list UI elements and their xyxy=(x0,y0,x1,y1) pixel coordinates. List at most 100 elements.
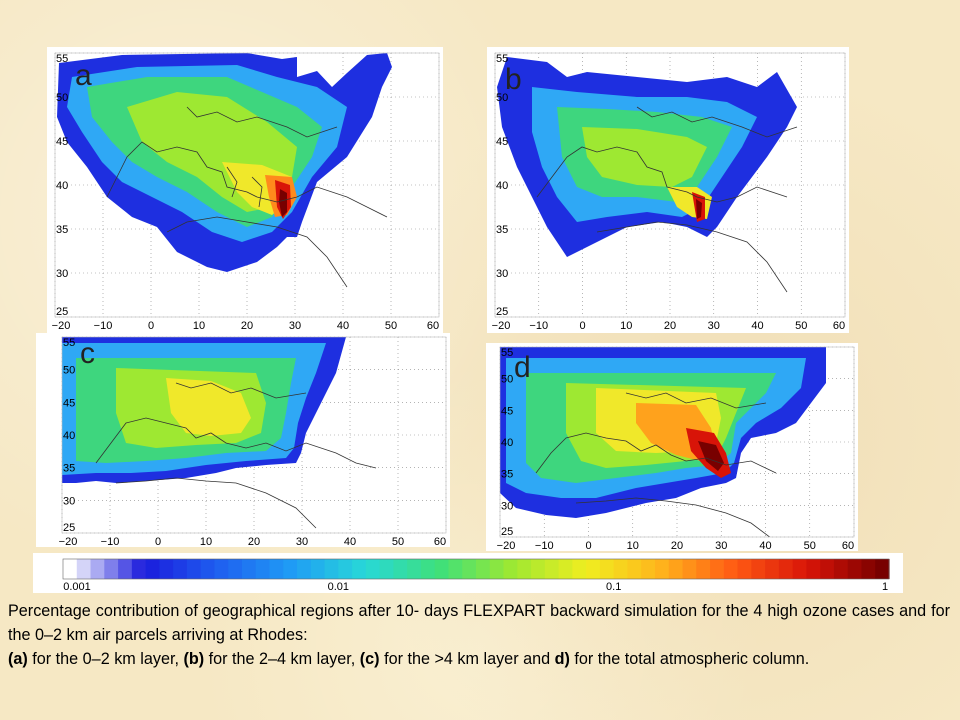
x-tick-label: −20 xyxy=(492,320,511,332)
y-tick-label: 35 xyxy=(63,463,75,475)
x-tick-label: 20 xyxy=(241,320,253,332)
x-tick-label: 20 xyxy=(664,320,676,332)
colorbar-cell xyxy=(586,559,601,579)
colorbar-cell xyxy=(338,559,353,579)
colorbar: 0.001 0.01 0.1 1 xyxy=(33,553,903,593)
x-tick-label: 50 xyxy=(392,536,404,547)
plume-lightgreen xyxy=(582,127,707,187)
map-plot-c: −20 −10 0 10 20 30 40 50 60 25 30 35 40 45 50 55 c xyxy=(59,336,447,547)
colorbar-cell xyxy=(255,559,271,579)
y-tick-label: 40 xyxy=(63,430,75,442)
colorbar-cell xyxy=(682,559,697,579)
coastline xyxy=(535,392,777,537)
coastline xyxy=(536,106,798,293)
x-tick-label: 0 xyxy=(585,540,591,551)
x-tick-label: 50 xyxy=(804,540,816,551)
caption-text-d: for the total atmospheric column. xyxy=(569,650,810,668)
colorbar-tick-label: 1 xyxy=(882,581,888,593)
x-tick-label: 10 xyxy=(193,320,205,332)
colorbar-cell xyxy=(696,559,711,579)
y-tick-label: 45 xyxy=(56,136,68,148)
y-tick-label: 40 xyxy=(496,180,508,192)
x-tick-label: −10 xyxy=(94,320,113,332)
colorbar-cell xyxy=(654,559,670,579)
colorbar-cell xyxy=(517,559,532,579)
colorbar-cell xyxy=(489,559,505,579)
map-panel-d: −20 −10 0 10 20 30 40 50 60 25 30 35 40 45 50 55 d xyxy=(486,343,858,551)
colorbar-cell xyxy=(131,559,147,579)
colorbar-cell xyxy=(833,559,849,579)
colorbar-cell xyxy=(200,559,216,579)
colorbar-cell xyxy=(641,559,656,579)
y-tick-label: 55 xyxy=(56,53,68,65)
map-plot-b: −20 −10 0 10 20 30 40 50 60 25 30 35 40 45 50 55 b xyxy=(492,52,846,332)
y-tick-label: 55 xyxy=(501,347,513,359)
x-tick-label: −20 xyxy=(59,536,78,547)
map-panel-c: −20 −10 0 10 20 30 40 50 60 25 30 35 40 45 50 55 c xyxy=(36,333,450,547)
colorbar-cell xyxy=(104,559,119,579)
colorbar-cell xyxy=(875,559,890,579)
x-tick-label: 40 xyxy=(337,320,349,332)
colorbar-cell xyxy=(269,559,284,579)
colorbar-cell xyxy=(407,559,422,579)
y-tick-label: 30 xyxy=(63,495,75,507)
x-tick-label: 60 xyxy=(434,536,446,547)
x-tick-label: 40 xyxy=(344,536,356,547)
coastline xyxy=(95,382,377,529)
map-plot-d: −20 −10 0 10 20 30 40 50 60 25 30 35 40 45 50 55 d xyxy=(497,346,855,551)
colorbar-cell xyxy=(627,559,642,579)
y-tick-label: 35 xyxy=(56,224,68,236)
colorbar-cell xyxy=(544,559,560,579)
colorbar-tick-label: 0.1 xyxy=(606,581,621,593)
colorbar-cell xyxy=(297,559,312,579)
x-tick-label: 0 xyxy=(579,320,585,332)
colorbar-tick-label: 0.01 xyxy=(328,581,349,593)
x-tick-label: 30 xyxy=(289,320,301,332)
y-tick-label: 50 xyxy=(63,365,75,377)
x-tick-label: 30 xyxy=(708,320,720,332)
colorbar-cell xyxy=(751,559,766,579)
caption-text-a: for the 0–2 km layer, xyxy=(27,650,184,668)
caption-line-1: Percentage contribution of geographical … xyxy=(8,602,950,644)
x-tick-label: −10 xyxy=(529,320,548,332)
x-tick-label: 30 xyxy=(296,536,308,547)
x-tick-label: 60 xyxy=(427,320,439,332)
colorbar-cell xyxy=(820,559,835,579)
x-tick-label: 0 xyxy=(155,536,161,547)
caption-text-b: for the 2–4 km layer, xyxy=(204,650,360,668)
colorbar-cell xyxy=(214,559,229,579)
y-tick-label: 30 xyxy=(56,268,68,280)
colorbar-cell xyxy=(765,559,780,579)
y-tick-label: 40 xyxy=(56,180,68,192)
colorbar-cell xyxy=(806,559,821,579)
colorbar-cell xyxy=(324,559,339,579)
y-tick-label: 35 xyxy=(496,224,508,236)
colorbar-cell xyxy=(352,559,367,579)
colorbar-tick-label: 0.001 xyxy=(63,581,91,593)
x-tick-label: 10 xyxy=(627,540,639,551)
colorbar-cell xyxy=(723,559,739,579)
plume-darkred xyxy=(698,441,724,471)
colorbar-plot: 0.001 0.01 0.1 1 xyxy=(62,558,890,593)
colorbar-cell xyxy=(792,559,807,579)
colorbar-cell xyxy=(558,559,573,579)
colorbar-cell xyxy=(228,559,243,579)
x-tick-label: 10 xyxy=(620,320,632,332)
map-plot-a: −20 −10 0 10 20 30 40 50 60 25 30 35 40 45 50 55 a xyxy=(52,52,440,332)
y-tick-label: 50 xyxy=(501,374,513,386)
x-tick-label: 40 xyxy=(759,540,771,551)
caption-text-c: for the >4 km layer and xyxy=(379,650,555,668)
x-tick-label: 30 xyxy=(715,540,727,551)
colorbar-cell xyxy=(159,559,174,579)
y-tick-label: 45 xyxy=(496,136,508,148)
colorbar-cell xyxy=(778,559,794,579)
x-tick-label: 10 xyxy=(200,536,212,547)
caption-label-c: (c) xyxy=(359,650,380,668)
colorbar-cell xyxy=(90,559,105,579)
colorbar-cell xyxy=(599,559,615,579)
colorbar-cell xyxy=(572,559,587,579)
colorbar-cell xyxy=(241,559,257,579)
colorbar-cell xyxy=(476,559,491,579)
y-tick-label: 45 xyxy=(63,397,75,409)
x-tick-label: 50 xyxy=(385,320,397,332)
